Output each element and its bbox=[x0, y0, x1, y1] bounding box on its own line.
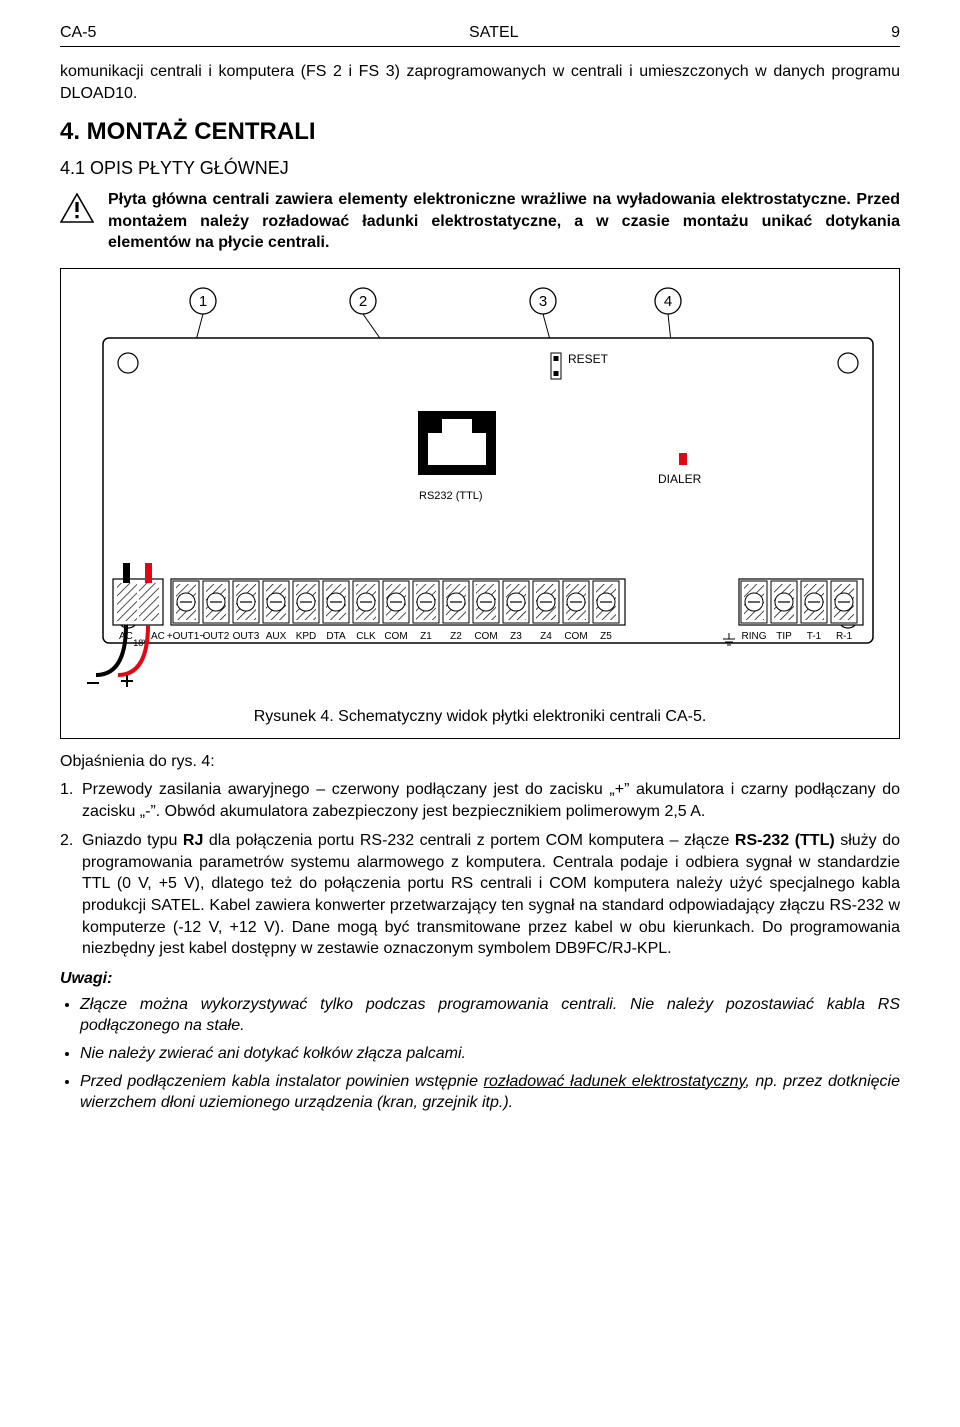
rj-socket bbox=[418, 411, 496, 475]
rs232-label: RS232 (TTL) bbox=[419, 490, 483, 502]
page-header: CA-5 SATEL 9 bbox=[60, 24, 900, 47]
header-center: SATEL bbox=[469, 24, 519, 42]
header-right: 9 bbox=[891, 24, 900, 42]
legend-item-1: 1.Przewody zasilania awaryjnego – czerwo… bbox=[60, 779, 900, 822]
legend-item-body: Gniazdo typu RJ dla połączenia portu RS-… bbox=[82, 830, 900, 960]
svg-text:CLK: CLK bbox=[356, 631, 376, 642]
svg-text:T-1: T-1 bbox=[807, 631, 822, 642]
svg-text:4: 4 bbox=[664, 293, 672, 310]
svg-text:RESET: RESET bbox=[568, 352, 609, 366]
svg-text:Z1: Z1 bbox=[420, 631, 432, 642]
heading-montaz: 4. MONTAŻ CENTRALI bbox=[60, 118, 900, 146]
header-left: CA-5 bbox=[60, 24, 96, 42]
svg-text:+OUT1−: +OUT1− bbox=[167, 631, 206, 642]
hole bbox=[838, 353, 858, 373]
svg-text:COM: COM bbox=[384, 631, 407, 642]
legend-item-number: 1. bbox=[60, 779, 82, 822]
dialer-label: DIALER bbox=[658, 472, 702, 486]
svg-text:R-1: R-1 bbox=[836, 631, 853, 642]
svg-text:Z4: Z4 bbox=[540, 631, 552, 642]
callout-4: 4 bbox=[655, 288, 681, 314]
intro-paragraph: komunikacji centrali i komputera (FS 2 i… bbox=[60, 61, 900, 104]
svg-text:3: 3 bbox=[539, 293, 547, 310]
callout-2: 2 bbox=[350, 288, 376, 314]
svg-text:COM: COM bbox=[564, 631, 587, 642]
legend-item-body: Przewody zasilania awaryjnego – czerwony… bbox=[82, 779, 900, 822]
legend-item-2: 2.Gniazdo typu RJ dla połączenia portu R… bbox=[60, 830, 900, 960]
note-3: Przed podłączeniem kabla instalator powi… bbox=[80, 1071, 900, 1114]
note-2: Nie należy zwierać ani dotykać kołków zł… bbox=[80, 1043, 900, 1065]
board-diagram: 1 2 3 4 bbox=[73, 283, 889, 693]
warning-block: Płyta główna centrali zawiera elementy e… bbox=[60, 189, 900, 254]
svg-text:2: 2 bbox=[359, 293, 367, 310]
svg-text:RING: RING bbox=[742, 631, 767, 642]
heading-opis-plyty: 4.1 OPIS PŁYTY GŁÓWNEJ bbox=[60, 158, 900, 179]
svg-text:Z5: Z5 bbox=[600, 631, 612, 642]
figure-4: 1 2 3 4 bbox=[60, 268, 900, 739]
svg-text:Z2: Z2 bbox=[450, 631, 462, 642]
hole bbox=[118, 353, 138, 373]
svg-text:DTA: DTA bbox=[326, 631, 346, 642]
svg-text:OUT2: OUT2 bbox=[203, 631, 230, 642]
svg-text:COM: COM bbox=[474, 631, 497, 642]
figure-caption: Rysunek 4. Schematyczny widok płytki ele… bbox=[73, 708, 887, 726]
legend-item-number: 2. bbox=[60, 830, 82, 960]
legend-intro: Objaśnienia do rys. 4: bbox=[60, 753, 900, 771]
ac-right-label: AC bbox=[151, 631, 165, 642]
notes-title: Uwagi: bbox=[60, 970, 900, 988]
svg-text:1: 1 bbox=[199, 293, 207, 310]
svg-text:KPD: KPD bbox=[296, 631, 317, 642]
note-1: Złącze można wykorzystywać tylko podczas… bbox=[80, 994, 900, 1037]
callout-1: 1 bbox=[190, 288, 216, 314]
dialer-led bbox=[679, 453, 687, 465]
svg-text:OUT3: OUT3 bbox=[233, 631, 260, 642]
svg-text:TIP: TIP bbox=[776, 631, 792, 642]
svg-text:AUX: AUX bbox=[266, 631, 287, 642]
warning-icon bbox=[60, 193, 94, 223]
notes-list: Złącze można wykorzystywać tylko podczas… bbox=[80, 994, 900, 1114]
callout-3: 3 bbox=[530, 288, 556, 314]
svg-text:Z3: Z3 bbox=[510, 631, 522, 642]
warning-text: Płyta główna centrali zawiera elementy e… bbox=[108, 189, 900, 254]
